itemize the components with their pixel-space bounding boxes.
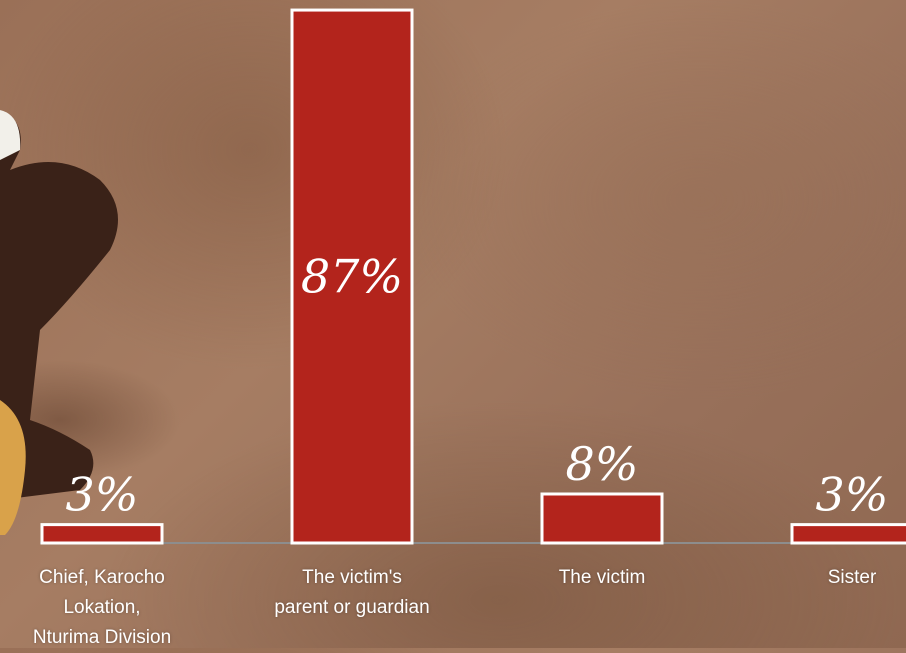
value-label: 87% xyxy=(301,250,403,304)
x-tick-label: The victim's parent or guardian xyxy=(274,567,430,618)
value-label: 3% xyxy=(66,468,139,522)
value-label: 8% xyxy=(566,437,639,491)
x-tick-label: The victim xyxy=(558,567,646,588)
value-label: 3% xyxy=(816,468,889,522)
figure-silhouette xyxy=(0,110,118,500)
figure-shirt xyxy=(0,110,21,160)
bar xyxy=(540,492,664,545)
x-tick-label: Sister xyxy=(827,567,877,588)
bar xyxy=(290,8,414,545)
figure-object xyxy=(0,400,26,535)
x-tick-label: Chief, Karocho Lokation, Nturima Divisio… xyxy=(32,567,172,648)
bar xyxy=(790,523,906,545)
bar xyxy=(40,523,164,545)
